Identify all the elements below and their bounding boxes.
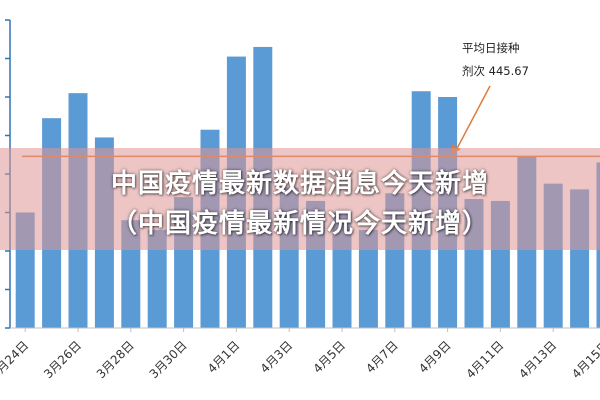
x-tick-label: 3月30日 <box>147 338 190 381</box>
x-tick-label: 4月13日 <box>516 338 559 381</box>
bar <box>358 229 378 328</box>
overlay-title-line1: 中国疫情最新数据消息今天新增 <box>110 169 489 199</box>
x-tick-label: 4月11日 <box>463 338 506 381</box>
x-tick-label: 3月26日 <box>41 338 84 381</box>
x-tick-label: 4月1日 <box>205 338 243 376</box>
bar <box>147 229 167 328</box>
overlay-band <box>0 148 600 250</box>
annotation-line1: 平均日接种 <box>462 41 520 55</box>
annotation-line2: 剂次 445.67 <box>462 64 529 78</box>
x-tick-label: 4月9日 <box>416 338 454 376</box>
x-tick-label: 4月3日 <box>258 338 296 376</box>
annotation-arrow <box>455 85 491 151</box>
x-tick-label: 4月15日 <box>569 338 600 381</box>
annotation: 平均日接种 剂次 445.67 <box>462 41 529 78</box>
overlay-title-line2: （中国疫情最新情况今天新增） <box>110 209 489 239</box>
x-tick-label: 4月7日 <box>363 338 401 376</box>
x-tick-label: 3月24日 <box>0 338 31 381</box>
x-tick-label: 3月28日 <box>94 338 137 381</box>
x-axis-ticks: 3月24日 3月26日 3月28日 3月30日 4月1日 4月3日 4月5日 4月7日 4月9日… <box>0 327 600 381</box>
x-tick-label: 4月5日 <box>310 338 348 376</box>
